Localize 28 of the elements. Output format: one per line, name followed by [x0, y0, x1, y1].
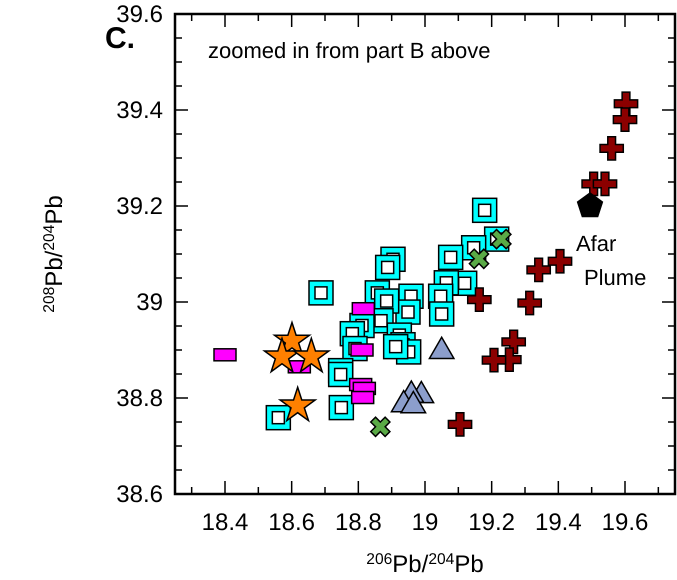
- x-tick-label: 19: [412, 509, 438, 536]
- point: [482, 348, 506, 372]
- point: [612, 107, 638, 132]
- x-tick-label: 18.8: [334, 509, 382, 536]
- point: [526, 257, 552, 282]
- x-tick-label: 19.4: [534, 509, 582, 536]
- y-tick-label: 38.8: [116, 385, 163, 412]
- y-tick-label: 39.2: [116, 193, 163, 220]
- point: [548, 248, 572, 274]
- point: [448, 412, 472, 437]
- point: [501, 329, 526, 354]
- point: [599, 136, 624, 161]
- y-tick-label: 38.6: [116, 481, 163, 508]
- point: [576, 192, 604, 218]
- x-axis-title: $^{206}$Pb/$^{204}$Pb: [366, 550, 484, 578]
- x-tick-label: 19.6: [602, 509, 648, 536]
- x-tick-label: 18.6: [268, 509, 316, 536]
- x-tick-label: 18.4: [202, 509, 248, 536]
- annotation: Afar Plume: [576, 231, 646, 290]
- y-tick-label: 39.4: [116, 97, 163, 124]
- y-tick-label: 39: [136, 289, 163, 316]
- point: [466, 287, 492, 312]
- x-tick-label: 19.2: [468, 509, 516, 536]
- point: [370, 416, 391, 438]
- annotation: zoomed in from part B above: [208, 38, 490, 63]
- point: [592, 172, 618, 196]
- point: [517, 290, 542, 316]
- point: [468, 248, 490, 270]
